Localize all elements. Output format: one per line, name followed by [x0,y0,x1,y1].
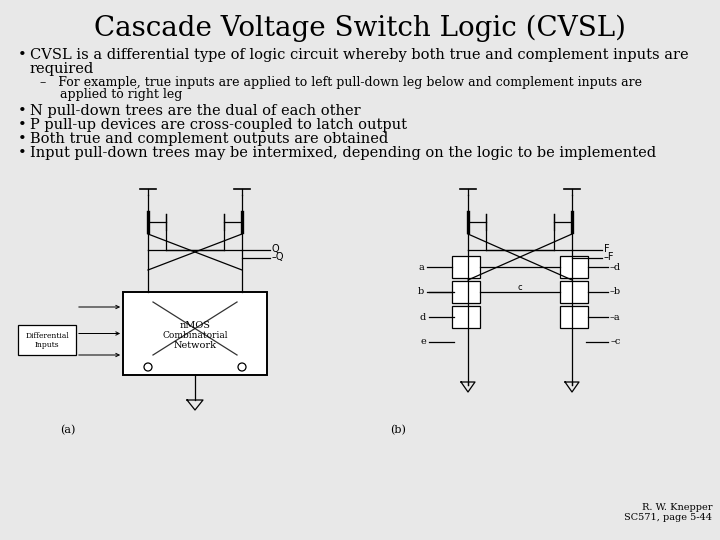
Bar [452,306,480,328]
Text: a: a [418,262,424,272]
Text: –b: –b [610,287,621,296]
Text: required: required [30,62,94,76]
Text: R. W. Knepper
SC571, page 5-44: R. W. Knepper SC571, page 5-44 [624,503,712,522]
Bar [123,292,267,375]
Text: –Q: –Q [272,252,284,262]
Text: •: • [18,48,27,62]
Bar [560,256,588,278]
Text: (b): (b) [390,425,406,435]
Text: Q: Q [272,244,279,254]
Text: Cascade Voltage Switch Logic (CVSL): Cascade Voltage Switch Logic (CVSL) [94,15,626,42]
Text: •: • [18,118,27,132]
Text: –F: –F [604,252,614,262]
Text: •: • [18,146,27,160]
Bar [452,256,480,278]
Text: applied to right leg: applied to right leg [40,88,182,101]
Bar [560,281,588,303]
Bar [560,306,588,328]
Text: Combinatorial: Combinatorial [162,331,228,340]
Text: P pull-up devices are cross-coupled to latch output: P pull-up devices are cross-coupled to l… [30,118,407,132]
Text: d: d [420,313,426,321]
Bar [452,281,480,303]
Text: Both true and complement outputs are obtained: Both true and complement outputs are obt… [30,132,388,146]
Text: e: e [420,338,426,347]
Text: N pull-down trees are the dual of each other: N pull-down trees are the dual of each o… [30,104,361,118]
Text: c: c [518,283,522,292]
Text: F: F [604,244,610,254]
Text: Network: Network [174,341,217,350]
Text: CVSL is a differential type of logic circuit whereby both true and complement in: CVSL is a differential type of logic cir… [30,48,688,62]
Text: Differential: Differential [25,332,69,340]
Text: •: • [18,104,27,118]
Text: –c: –c [611,338,621,347]
Text: •: • [18,132,27,146]
Text: b: b [418,287,424,296]
Text: Inputs: Inputs [35,341,59,349]
Text: Input pull-down trees may be intermixed, depending on the logic to be implemente: Input pull-down trees may be intermixed,… [30,146,656,160]
Text: –d: –d [610,262,621,272]
Text: nMOS: nMOS [179,321,210,330]
Text: –a: –a [610,313,621,321]
Text: –   For example, true inputs are applied to left pull-down leg below and complem: – For example, true inputs are applied t… [40,76,642,89]
Text: (a): (a) [60,425,76,435]
Bar [18,325,76,355]
